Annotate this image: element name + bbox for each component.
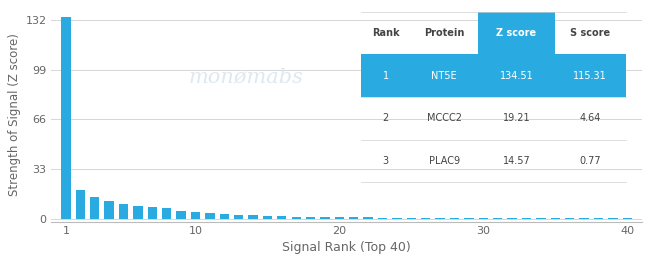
FancyBboxPatch shape xyxy=(478,54,555,97)
Bar xyxy=(205,213,214,219)
Bar xyxy=(608,218,618,219)
Bar xyxy=(335,217,344,219)
Bar xyxy=(407,218,416,219)
Bar xyxy=(464,218,474,219)
Text: 2: 2 xyxy=(383,113,389,123)
FancyBboxPatch shape xyxy=(555,54,626,97)
Bar xyxy=(190,212,200,219)
Text: 4.64: 4.64 xyxy=(580,113,601,123)
Text: 134.51: 134.51 xyxy=(500,70,534,80)
Bar xyxy=(393,218,402,219)
FancyBboxPatch shape xyxy=(410,54,478,97)
Bar xyxy=(349,217,358,219)
Text: 1: 1 xyxy=(383,70,389,80)
Text: NT5E: NT5E xyxy=(432,70,457,80)
Bar xyxy=(220,214,229,219)
Bar xyxy=(320,217,330,219)
Text: Rank: Rank xyxy=(372,28,400,38)
Bar xyxy=(248,215,257,219)
X-axis label: Signal Rank (Top 40): Signal Rank (Top 40) xyxy=(282,241,411,254)
Text: Z score: Z score xyxy=(497,28,537,38)
Bar xyxy=(75,190,85,219)
Bar xyxy=(291,216,301,219)
FancyBboxPatch shape xyxy=(361,54,410,97)
Bar xyxy=(478,218,488,219)
Bar xyxy=(148,207,157,219)
Bar xyxy=(277,216,287,219)
Bar xyxy=(234,215,243,219)
Y-axis label: Strength of Signal (Z score): Strength of Signal (Z score) xyxy=(8,34,21,196)
Bar xyxy=(579,218,589,219)
Bar xyxy=(176,211,186,219)
Text: 0.77: 0.77 xyxy=(580,156,601,166)
Text: 3: 3 xyxy=(383,156,389,166)
Text: S score: S score xyxy=(570,28,610,38)
Bar xyxy=(378,217,387,219)
Bar xyxy=(565,218,575,219)
Text: 115.31: 115.31 xyxy=(573,70,607,80)
Text: Protein: Protein xyxy=(424,28,465,38)
Bar xyxy=(450,218,459,219)
Bar xyxy=(508,218,517,219)
Bar xyxy=(594,218,603,219)
Bar xyxy=(61,17,71,219)
Bar xyxy=(522,218,531,219)
Bar xyxy=(363,217,373,219)
Bar xyxy=(306,217,315,219)
Text: 19.21: 19.21 xyxy=(502,113,530,123)
Bar xyxy=(551,218,560,219)
Bar xyxy=(162,208,172,219)
Bar xyxy=(536,218,545,219)
Bar xyxy=(133,206,142,219)
FancyBboxPatch shape xyxy=(478,12,555,54)
Text: 14.57: 14.57 xyxy=(502,156,530,166)
Bar xyxy=(119,204,128,219)
Bar xyxy=(421,218,430,219)
Bar xyxy=(105,201,114,219)
Text: MCCC2: MCCC2 xyxy=(427,113,462,123)
Bar xyxy=(623,218,632,219)
Bar xyxy=(263,216,272,219)
Text: monømabs: monømabs xyxy=(188,67,304,86)
Bar xyxy=(436,218,445,219)
Bar xyxy=(90,197,99,219)
Text: PLAC9: PLAC9 xyxy=(429,156,460,166)
Bar xyxy=(493,218,502,219)
